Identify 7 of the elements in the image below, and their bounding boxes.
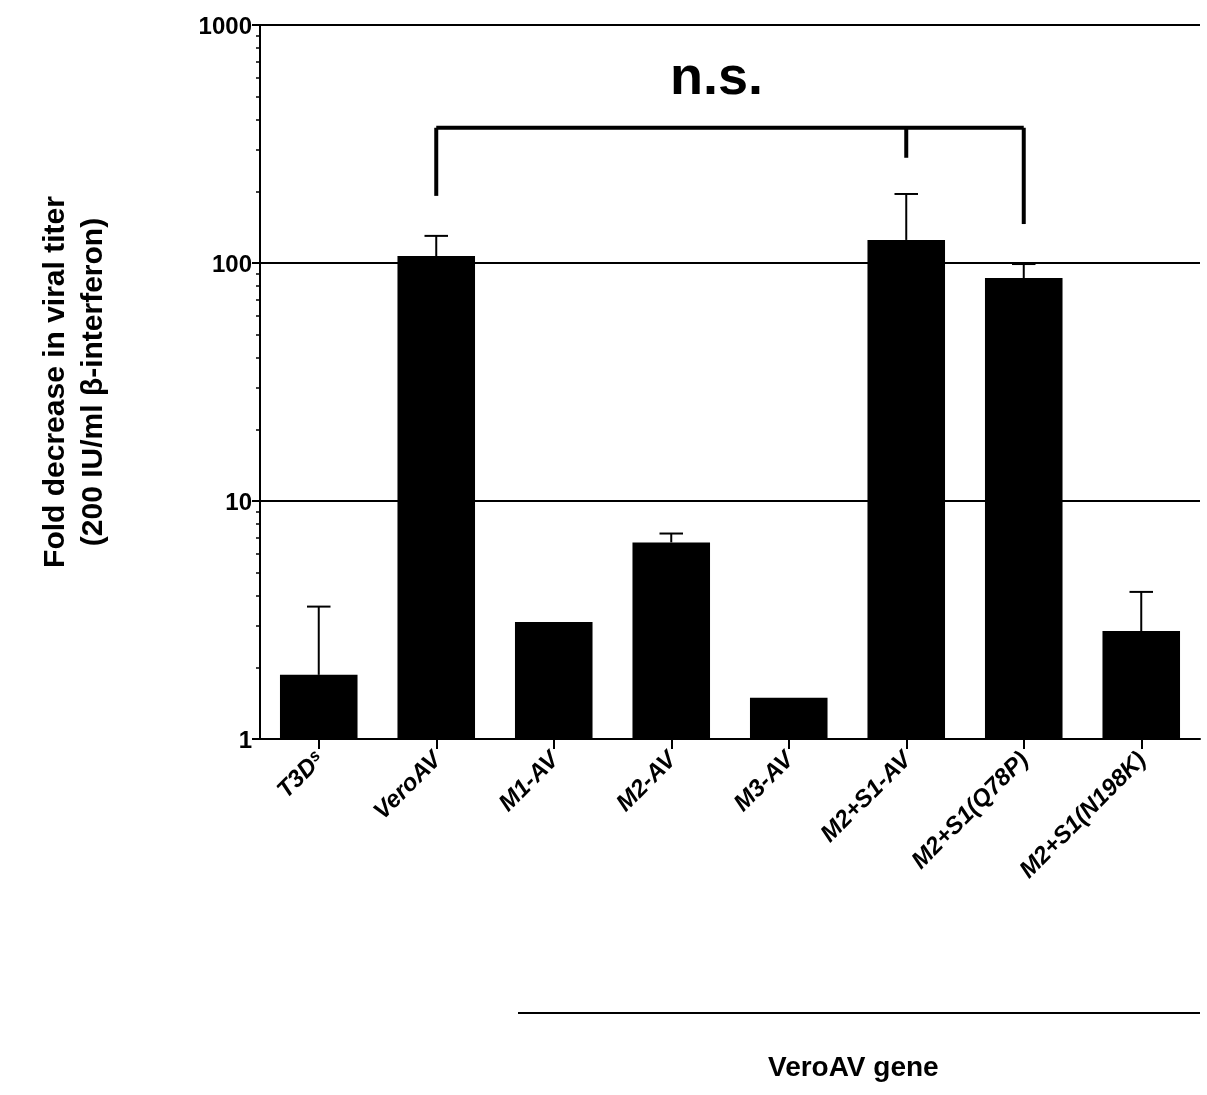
y-tick-label: 100 — [211, 249, 252, 277]
annotation: n.s. — [670, 44, 764, 105]
y-tick-label: 1 — [238, 725, 252, 753]
y-tick-label: 1000 — [198, 11, 252, 39]
text: VeroAV gene — [768, 1050, 939, 1082]
y-tick-label: 10 — [225, 487, 252, 515]
y-axis-title: Fold decrease in viral titer (200 IU/ml β-interferon) — [36, 195, 108, 568]
